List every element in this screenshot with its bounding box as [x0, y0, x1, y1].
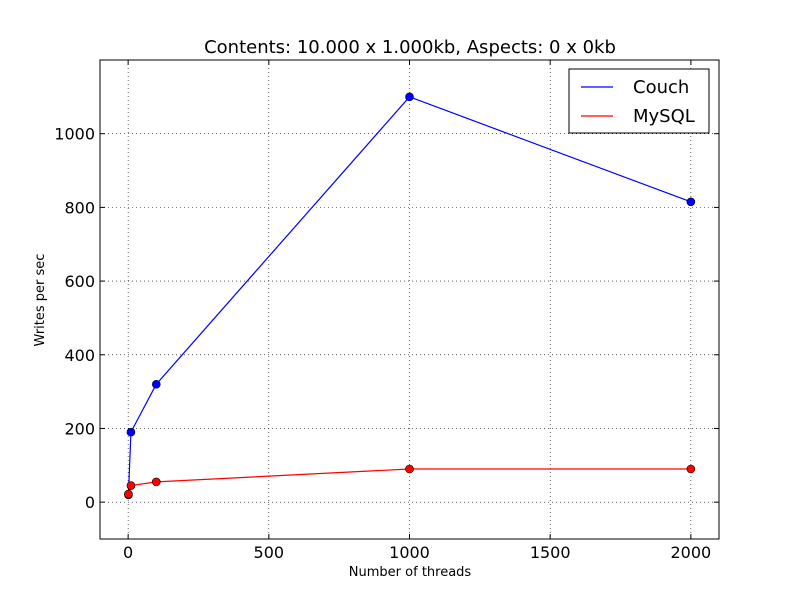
legend-box: [568, 68, 710, 134]
y-tick-label: 800: [64, 198, 95, 217]
y-tick-label: 200: [64, 419, 95, 438]
data-point-couch: [126, 427, 136, 437]
data-point-mysql: [126, 481, 136, 490]
y-tick-label: 600: [64, 272, 95, 291]
x-tick-label: 2000: [671, 543, 712, 562]
ticks: 0 500 1000 1500 2000 0 200 400 600 800 1000: [54, 60, 719, 562]
chart-title: Contents: 10.000 x 1.000kb, Aspects: 0 x…: [204, 37, 616, 58]
y-tick-label: 0: [85, 493, 95, 512]
data-point-couch: [405, 92, 414, 102]
x-axis-label: Number of threads: [349, 565, 472, 580]
legend-label-couch: Couch: [633, 77, 689, 98]
series-layer: [124, 92, 696, 500]
x-tick-label: 1000: [389, 543, 430, 562]
data-point-mysql: [151, 477, 161, 487]
x-tick-label: 500: [254, 543, 285, 562]
data-point-mysql: [686, 464, 696, 474]
legend-label-mysql: MySQL: [633, 106, 695, 127]
y-tick-label: 1000: [54, 125, 95, 144]
data-point-couch: [686, 197, 696, 207]
data-point-mysql: [405, 464, 414, 474]
legend: Couch MySQL: [568, 68, 710, 134]
y-axis-label: Writes per sec: [33, 254, 48, 347]
data-point-couch: [151, 379, 161, 389]
data-point-mysql: [124, 489, 133, 499]
x-tick-label: 1500: [530, 543, 571, 562]
x-tick-label: 0: [123, 543, 133, 562]
y-tick-label: 400: [64, 346, 95, 365]
